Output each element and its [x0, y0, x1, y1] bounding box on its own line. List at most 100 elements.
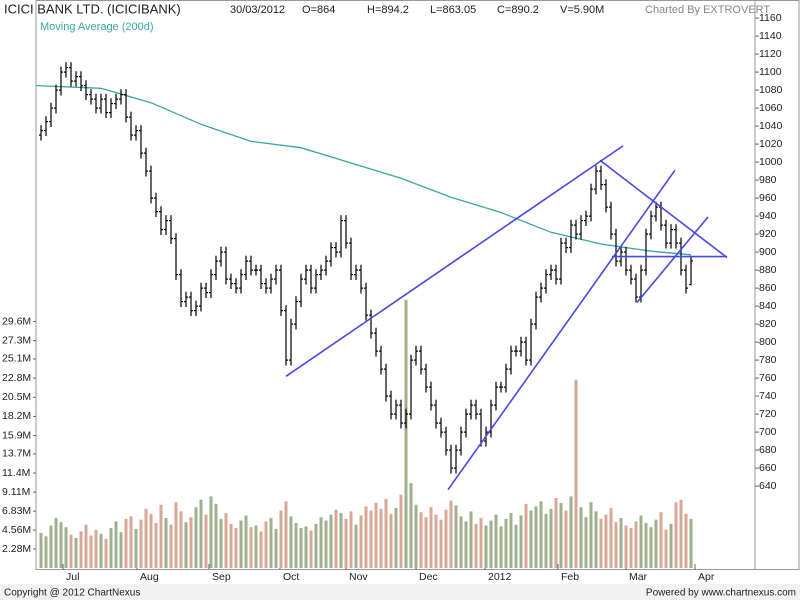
- volume-bar: [474, 523, 478, 568]
- volume-bar: [234, 528, 238, 568]
- volume-bar: [214, 503, 218, 568]
- volume-bar: [549, 508, 553, 568]
- y-tick-label: 760: [759, 372, 777, 384]
- volume-bar: [129, 516, 133, 568]
- volume-bar: [624, 525, 628, 568]
- volume-bar: [239, 520, 243, 568]
- volume-bar: [489, 520, 493, 568]
- volume-bar: [254, 525, 258, 568]
- y-tick-label: 960: [759, 192, 777, 204]
- volume-bar: [564, 510, 568, 568]
- volume-bar: [589, 502, 593, 568]
- y2-tick-label: 18.2M: [2, 410, 31, 422]
- volume-bar: [289, 516, 293, 568]
- y-tick-label: 820: [759, 318, 777, 330]
- volume-bar: [379, 508, 383, 568]
- volume-bar: [119, 532, 123, 568]
- y-tick-label: 800: [759, 336, 777, 348]
- volume-bar: [409, 483, 413, 568]
- volume-bar: [99, 533, 103, 568]
- legend-entry: Moving Average (200d): [40, 21, 154, 33]
- volume-bar: [674, 502, 678, 568]
- volume-bar: [184, 522, 188, 568]
- stat: L=863.05: [430, 4, 476, 16]
- stat: C=890.2: [497, 4, 539, 16]
- volume-bar: [619, 518, 623, 568]
- volume-bar: [559, 503, 563, 568]
- y-tick-label: 980: [759, 174, 777, 186]
- volume-bar: [529, 510, 533, 568]
- volume-bar: [574, 379, 578, 568]
- volume-bar: [249, 527, 253, 568]
- volume-bar: [219, 518, 223, 568]
- volume-bar: [449, 500, 453, 568]
- volume-bar: [54, 518, 58, 568]
- trend-line: [636, 216, 709, 304]
- y2-tick-label: 25.1M: [2, 353, 31, 365]
- volume-bar: [309, 530, 313, 568]
- volume-bar: [149, 513, 153, 568]
- y-tick-label: 840: [759, 300, 777, 312]
- y2-tick-label: 11.4M: [2, 467, 30, 479]
- volume-bar: [274, 528, 278, 568]
- volume-bar: [189, 517, 193, 568]
- volume-bar: [64, 527, 68, 568]
- volume-bar: [669, 523, 673, 568]
- x-tick-label: Aug: [140, 571, 159, 583]
- date: 30/03/2012: [230, 4, 285, 16]
- volume-bar: [259, 531, 263, 568]
- y2-tick-label: 4.56M: [2, 524, 31, 536]
- volume-bar: [584, 517, 588, 568]
- volume-bar: [359, 515, 363, 568]
- volume-bar: [384, 498, 388, 568]
- volume-bar: [639, 515, 643, 568]
- footer-bar: [0, 584, 800, 600]
- volume-bar: [244, 515, 248, 568]
- volume-bar: [389, 513, 393, 568]
- volume-bar: [314, 523, 318, 568]
- volume-bar: [494, 514, 498, 568]
- volume-bar: [399, 494, 403, 568]
- price-axis-frame: [754, 0, 800, 570]
- volume-bar: [509, 513, 513, 568]
- volume-bar: [344, 518, 348, 568]
- volume-bar: [504, 518, 508, 568]
- y2-tick-label: 13.7M: [2, 448, 31, 460]
- volume-bar: [39, 533, 43, 568]
- y2-tick-label: 9.11M: [2, 486, 30, 498]
- volume-bar: [164, 518, 168, 568]
- y-tick-label: 1020: [759, 138, 783, 150]
- credit: Charted By EXTROVERT: [645, 4, 770, 16]
- volume-bar: [609, 508, 613, 568]
- volume-bar: [689, 518, 693, 568]
- y-tick-label: 720: [759, 408, 777, 420]
- volume-bar: [59, 522, 63, 568]
- y-tick-label: 780: [759, 354, 777, 366]
- volume-bar: [439, 519, 443, 568]
- volume-bar: [539, 501, 543, 568]
- x-tick-label: Jul: [66, 571, 79, 583]
- volume-bar: [334, 509, 338, 568]
- powered-by[interactable]: Powered by www.chartnexus.com: [646, 588, 796, 599]
- y-tick-label: 860: [759, 282, 777, 294]
- volume-bar: [124, 518, 128, 568]
- volume-bar: [199, 499, 203, 568]
- volume-bar: [599, 518, 603, 568]
- volume-bar: [299, 528, 303, 568]
- volume-bar: [519, 515, 523, 568]
- volume-bar: [304, 526, 308, 568]
- volume-bar: [514, 524, 518, 568]
- y-tick-label: 1160: [759, 12, 782, 24]
- volume-bar: [279, 510, 283, 568]
- volume-bar: [324, 520, 328, 568]
- volume-bar: [654, 519, 658, 568]
- y-tick-label: 900: [759, 246, 777, 258]
- volume-bar: [194, 507, 198, 568]
- volume-bar: [634, 521, 638, 568]
- y2-tick-label: 6.83M: [2, 505, 31, 517]
- stat: H=894.2: [367, 4, 409, 16]
- volume-bar: [684, 513, 688, 568]
- volume-bar: [664, 529, 668, 568]
- y-tick-label: 640: [759, 480, 777, 492]
- y-tick-label: 740: [759, 390, 777, 402]
